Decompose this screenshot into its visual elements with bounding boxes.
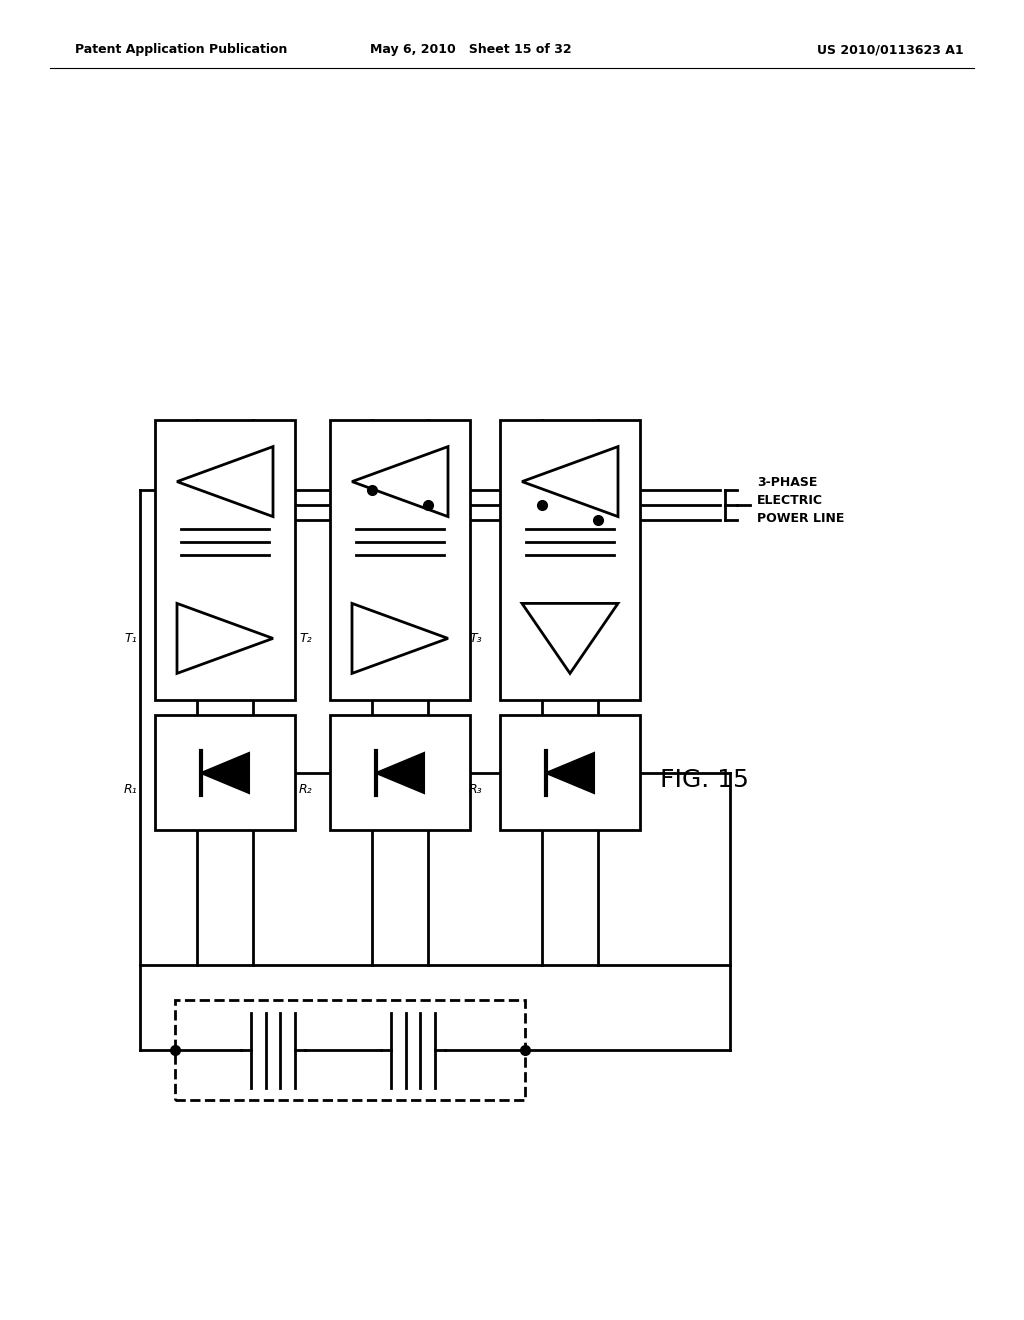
Bar xyxy=(175,1001,525,1100)
Text: R₃: R₃ xyxy=(468,783,482,796)
Text: T₁: T₁ xyxy=(124,632,137,645)
Polygon shape xyxy=(376,752,424,793)
Bar xyxy=(500,420,640,700)
Text: R₂: R₂ xyxy=(298,783,312,796)
Bar xyxy=(155,715,295,830)
Bar xyxy=(330,420,470,700)
Polygon shape xyxy=(546,752,594,793)
Text: T₂: T₂ xyxy=(299,632,312,645)
Bar xyxy=(155,420,295,700)
Text: May 6, 2010   Sheet 15 of 32: May 6, 2010 Sheet 15 of 32 xyxy=(371,44,571,57)
Text: US 2010/0113623 A1: US 2010/0113623 A1 xyxy=(817,44,964,57)
Bar xyxy=(500,715,640,830)
Text: R₁: R₁ xyxy=(123,783,137,796)
Text: 3-PHASE
ELECTRIC
POWER LINE: 3-PHASE ELECTRIC POWER LINE xyxy=(757,477,845,525)
Text: FIG. 15: FIG. 15 xyxy=(660,768,749,792)
Polygon shape xyxy=(201,752,249,793)
Text: T₃: T₃ xyxy=(469,632,482,645)
Bar xyxy=(330,715,470,830)
Text: Patent Application Publication: Patent Application Publication xyxy=(75,44,288,57)
